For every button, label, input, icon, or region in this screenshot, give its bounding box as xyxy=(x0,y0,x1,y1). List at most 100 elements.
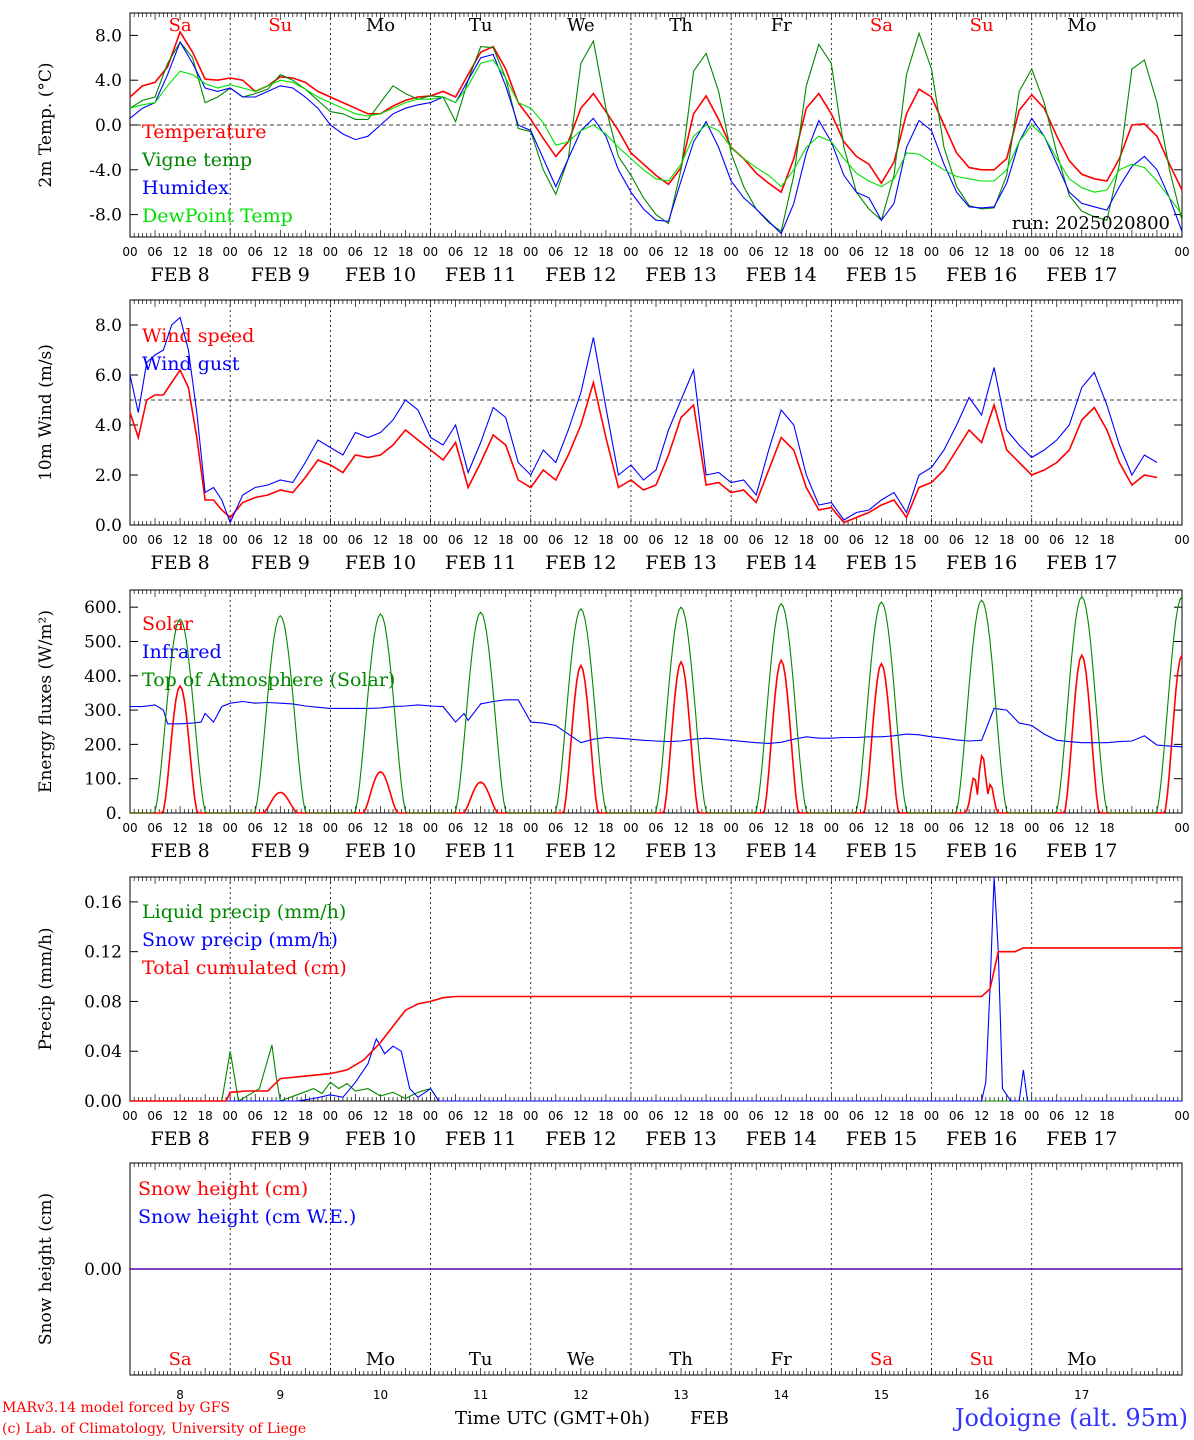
hour-label: 12 xyxy=(673,821,688,835)
series-line-snow-precip-mm-h- xyxy=(130,876,1182,1102)
date-label: FEB 9 xyxy=(251,552,310,574)
hour-label: 18 xyxy=(498,533,513,547)
series-line-wind-speed xyxy=(129,368,1158,524)
legend-entry: Vigne temp xyxy=(141,149,252,171)
hour-label: 06 xyxy=(348,245,363,259)
hour-label: 12 xyxy=(573,533,588,547)
hour-label: 00 xyxy=(724,533,739,547)
hour-label: 06 xyxy=(648,533,663,547)
date-label: FEB 13 xyxy=(645,552,716,574)
hour-label: 18 xyxy=(198,533,213,547)
hour-label: 00 xyxy=(623,533,638,547)
y-tick-label: 4.0 xyxy=(95,71,122,91)
panel-3: 600. 500. 400. 300. 200. 100. 0. Energy fluxes … xyxy=(36,589,1190,862)
hour-label: 12 xyxy=(373,245,388,259)
hour-label: 00 xyxy=(223,821,238,835)
date-label: FEB 13 xyxy=(645,264,716,286)
hour-label: 12 xyxy=(974,1109,989,1123)
hour-label: 06 xyxy=(749,1109,764,1123)
y-tick-label: 100. xyxy=(84,770,122,790)
y-tick-label: 400. xyxy=(84,667,122,687)
hour-label: 00 xyxy=(824,245,839,259)
hour-label: 06 xyxy=(348,1109,363,1123)
hour-label: 06 xyxy=(648,1109,663,1123)
date-label: FEB 14 xyxy=(746,840,817,862)
date-label: FEB 14 xyxy=(746,264,817,286)
hour-label: 00 xyxy=(724,821,739,835)
date-label: FEB 15 xyxy=(846,264,917,286)
y-tick-label: 0.00 xyxy=(84,1092,122,1112)
hour-label: 06 xyxy=(248,245,263,259)
legend-entry: Infrared xyxy=(142,641,222,663)
hour-label: 00 xyxy=(223,533,238,547)
series-line-dewpoint-temp xyxy=(129,59,1183,215)
weekday-label: Tu xyxy=(469,1349,493,1370)
hour-label: 18 xyxy=(799,533,814,547)
hour-label: 00 xyxy=(1174,533,1189,547)
hour-label: 18 xyxy=(298,533,313,547)
y-tick-label: 300. xyxy=(84,701,122,721)
y-tick-label: 0.0 xyxy=(95,516,122,536)
hour-label: 06 xyxy=(949,533,964,547)
date-label: FEB 11 xyxy=(445,552,516,574)
hour-label: 06 xyxy=(849,821,864,835)
weekday-label: Sa xyxy=(169,1349,192,1370)
y-tick-label: 0.04 xyxy=(84,1042,122,1062)
hour-label: 00 xyxy=(724,1109,739,1123)
hour-label: 00 xyxy=(924,245,939,259)
hour-label: 00 xyxy=(523,821,538,835)
run-annotation: run: 2025020800 xyxy=(1012,213,1170,234)
series-line-wind-gust xyxy=(129,316,1158,524)
hour-label: 12 xyxy=(673,533,688,547)
date-label: FEB 13 xyxy=(645,1128,716,1150)
y-tick-label: 0.16 xyxy=(84,893,122,913)
hour-label: 12 xyxy=(774,1109,789,1123)
hour-label: 00 xyxy=(1024,1109,1039,1123)
legend-entry: Snow height (cm) xyxy=(138,1178,308,1200)
hour-label: 06 xyxy=(348,821,363,835)
hour-label: 06 xyxy=(749,533,764,547)
weekday-label: Th xyxy=(669,1349,693,1370)
series-line-temperature xyxy=(129,30,1183,194)
weekday-label: Su xyxy=(268,1349,292,1370)
hour-label: 18 xyxy=(899,1109,914,1123)
date-label: FEB 8 xyxy=(151,1128,210,1150)
hour-label: 06 xyxy=(1049,533,1064,547)
hour-label: 18 xyxy=(598,245,613,259)
legend-entry: Snow precip (mm/h) xyxy=(142,929,338,951)
series-line-total-cumulated-cm- xyxy=(130,947,1182,1102)
hour-label: 12 xyxy=(774,821,789,835)
hour-label: 18 xyxy=(698,1109,713,1123)
hour-label: 18 xyxy=(398,821,413,835)
weekday-label: Mo xyxy=(366,15,395,36)
hour-label: 12 xyxy=(673,1109,688,1123)
time-axis-month: FEB xyxy=(690,1408,729,1429)
hour-label: 06 xyxy=(849,245,864,259)
hour-label: 12 xyxy=(974,245,989,259)
hour-label: 06 xyxy=(949,1109,964,1123)
hour-label: 06 xyxy=(548,821,563,835)
date-label: FEB 8 xyxy=(151,840,210,862)
location-label: Jodoigne (alt. 95m) xyxy=(952,1404,1188,1432)
hour-label: 12 xyxy=(874,1109,889,1123)
hour-label: 06 xyxy=(749,245,764,259)
day-number-label: 12 xyxy=(573,1388,588,1402)
hour-label: 12 xyxy=(273,821,288,835)
series-line-top-of-atmosphere-solar- xyxy=(130,596,1183,814)
hour-label: 18 xyxy=(899,245,914,259)
hour-label: 00 xyxy=(623,245,638,259)
date-label: FEB 17 xyxy=(1046,1128,1117,1150)
hour-label: 12 xyxy=(373,1109,388,1123)
day-number-label: 9 xyxy=(276,1388,284,1402)
date-label: FEB 9 xyxy=(251,840,310,862)
series-line-humidex xyxy=(129,40,1183,235)
series-line-liquid-precip-mm-h- xyxy=(130,1044,1182,1102)
date-label: FEB 9 xyxy=(251,264,310,286)
hour-label: 12 xyxy=(273,245,288,259)
hour-label: 06 xyxy=(448,1109,463,1123)
y-tick-label: 2.0 xyxy=(95,466,122,486)
y-axis-label: 10m Wind (m/s) xyxy=(36,344,56,481)
hour-label: 18 xyxy=(999,533,1014,547)
y-axis-label: Snow height (cm) xyxy=(36,1193,56,1345)
